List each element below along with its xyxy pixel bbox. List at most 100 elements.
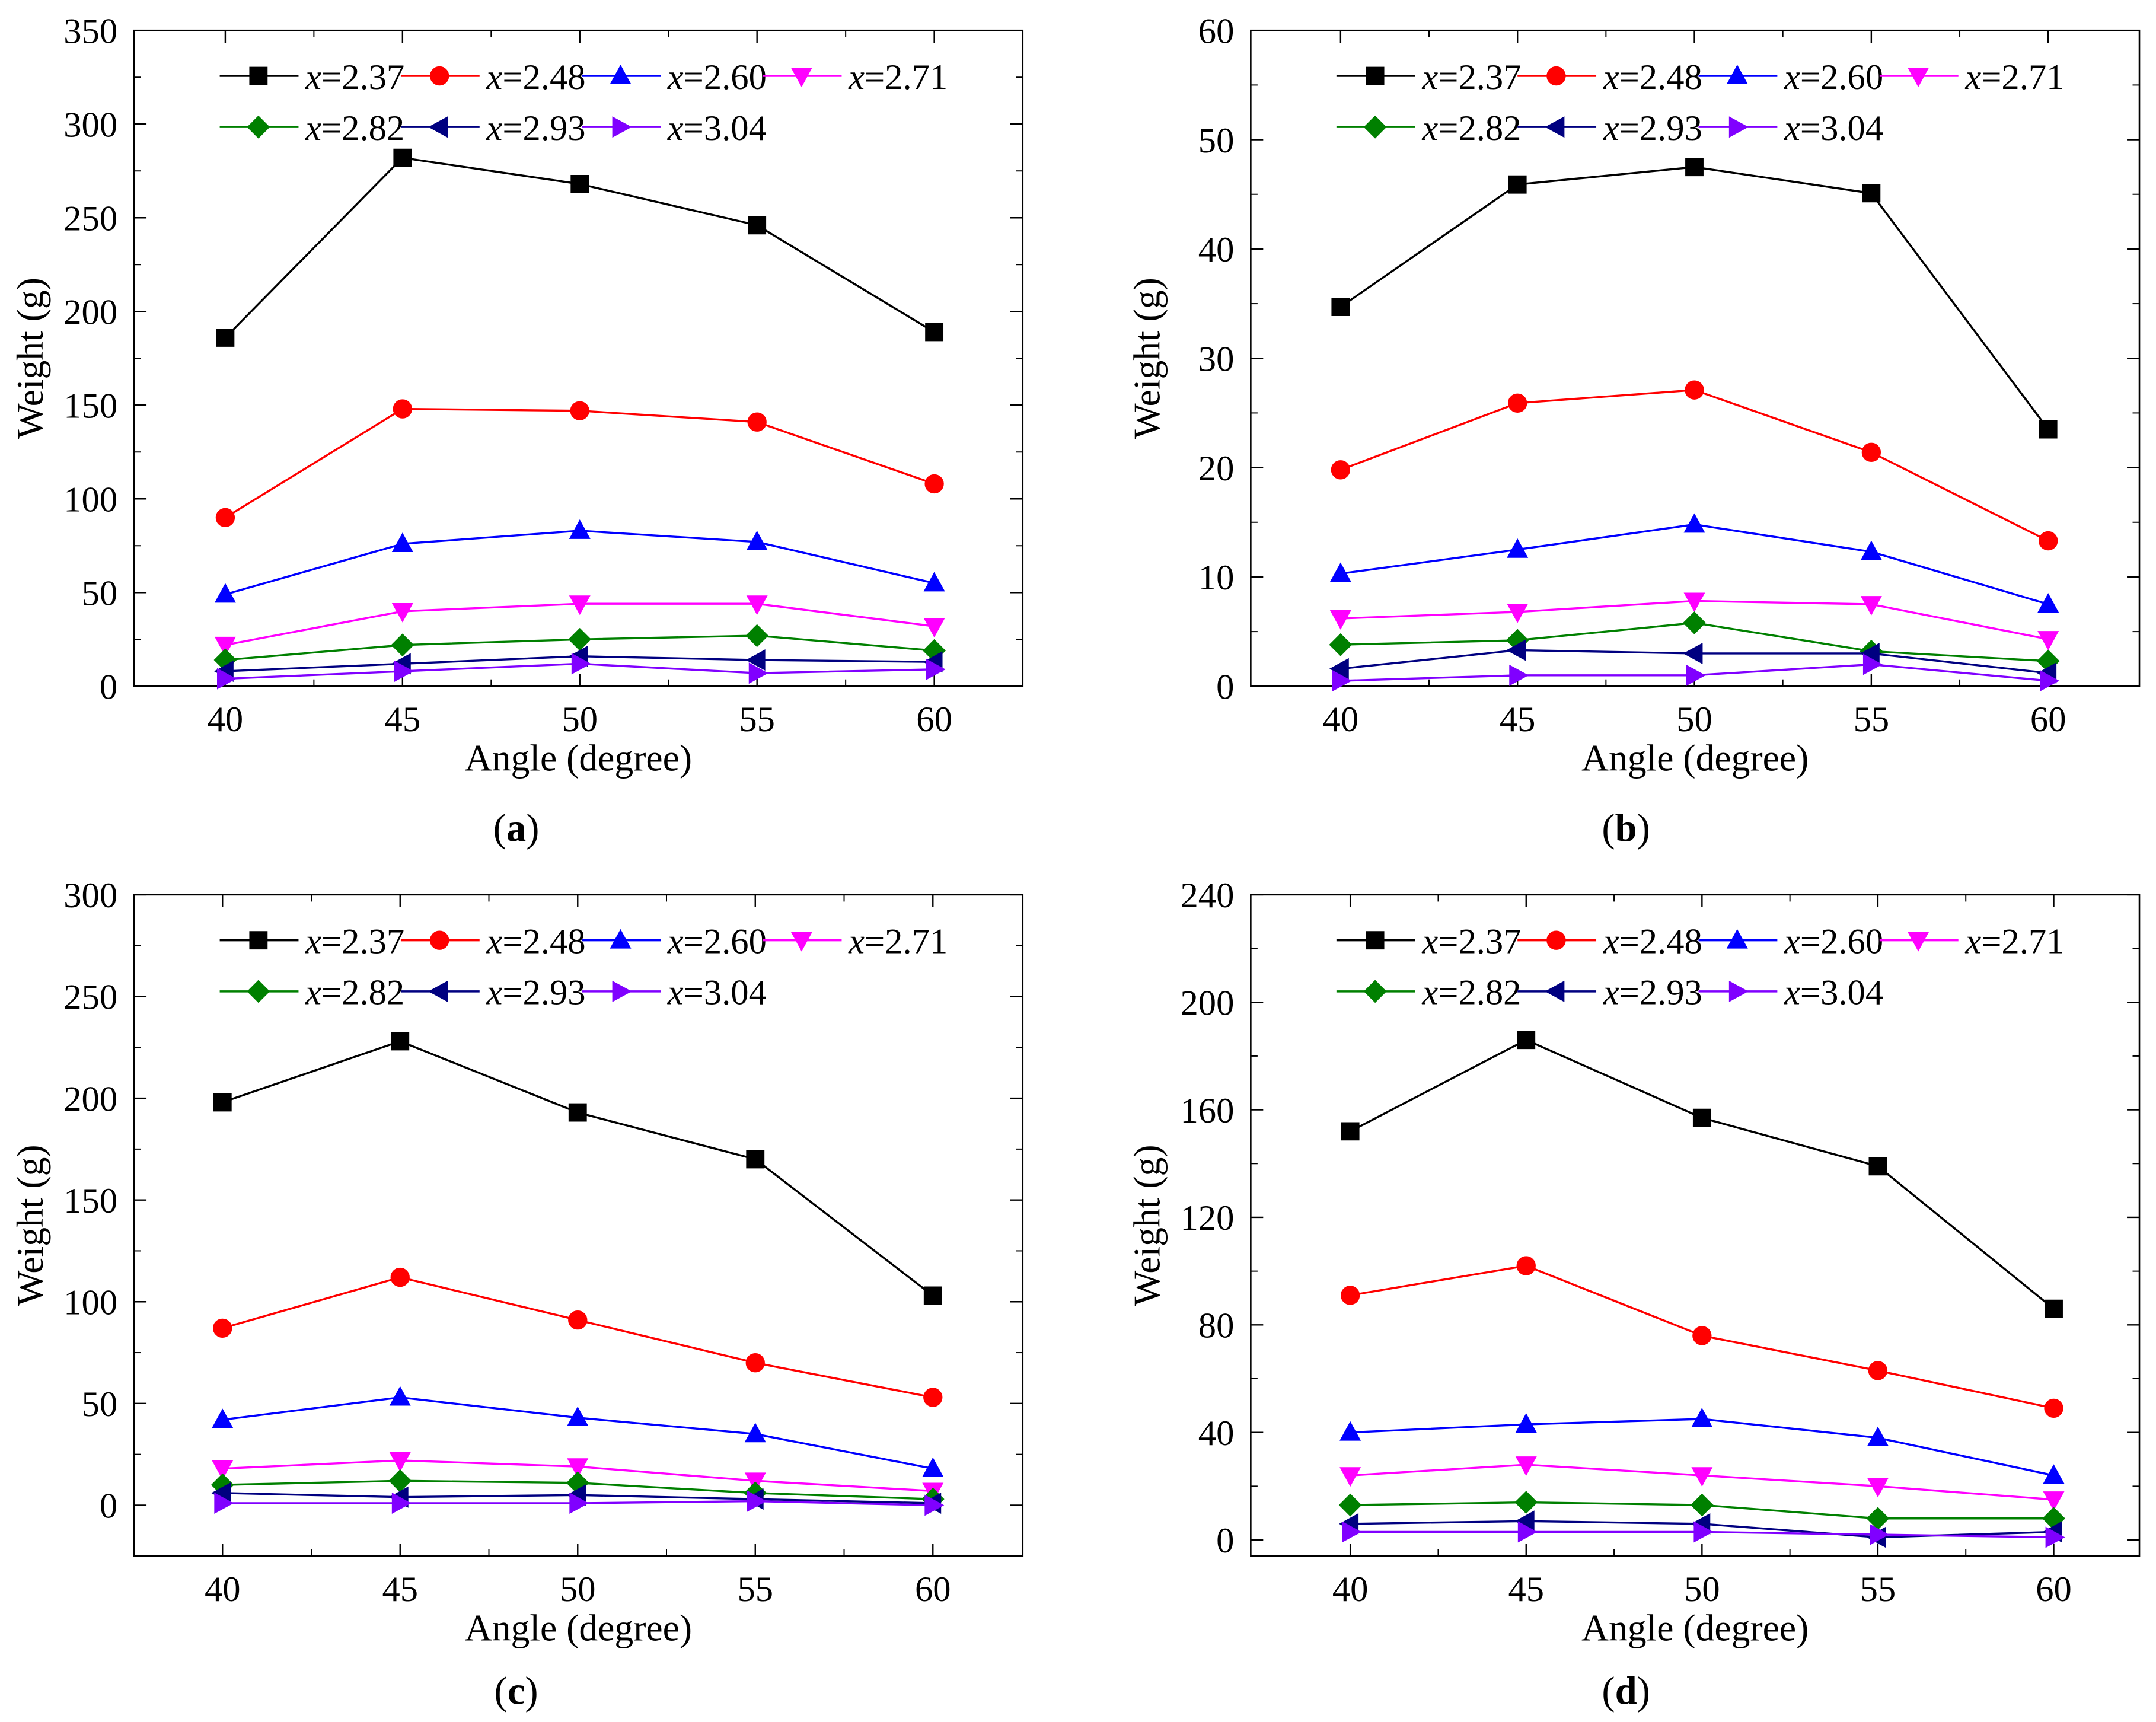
chart-panel-d: 0 40 80 120 160 200 240 40 45 50 55 60 Angle (degree… — [1126, 876, 2141, 1713]
data-point — [568, 1103, 587, 1122]
legend-marker — [1363, 980, 1387, 1003]
data-point — [567, 1458, 589, 1478]
y-tick-label: 50 — [82, 573, 118, 613]
data-point — [1685, 158, 1704, 177]
data-point — [746, 531, 768, 550]
data-point — [1867, 1478, 1889, 1498]
data-point — [2045, 1299, 2063, 1318]
data-point — [569, 595, 591, 616]
data-point — [1508, 175, 1527, 194]
data-point — [1338, 1493, 1362, 1517]
data-point — [923, 1286, 942, 1305]
data-point — [1342, 1521, 1362, 1543]
data-point — [748, 662, 768, 684]
data-point — [1868, 1361, 1888, 1380]
legend-label: x=3.04 — [667, 109, 767, 148]
series-x=2.60 — [1329, 513, 2059, 613]
series-x=3.04 — [216, 653, 946, 690]
series-x=2.48 — [215, 399, 944, 528]
legend-label: x=2.82 — [305, 109, 404, 148]
data-point — [1340, 1286, 1360, 1305]
data-point — [926, 658, 946, 680]
y-tick-label: 80 — [1198, 1306, 1235, 1346]
legend-item: x=2.60 — [1698, 58, 1883, 97]
y-tick-label: 200 — [63, 1079, 117, 1119]
legend-item: x=2.37 — [219, 922, 404, 962]
legend-marker — [610, 929, 632, 949]
legend-item: x=3.04 — [582, 109, 767, 148]
legend-item: x=2.93 — [400, 109, 586, 148]
data-point — [393, 148, 412, 167]
data-point — [748, 216, 767, 235]
chart-panel-a: 0 50 100 150 200 250 300 350 40 45 50 55 60 Angle (de… — [9, 11, 1024, 850]
legend-marker — [1726, 65, 1748, 84]
legend-item: x=2.48 — [1517, 58, 1702, 97]
y-axis-label: Weight (g) — [9, 278, 51, 439]
data-point — [1683, 611, 1706, 634]
legend-label: x=3.04 — [1784, 973, 1883, 1013]
data-point — [2037, 631, 2059, 650]
data-point — [1508, 393, 1527, 413]
panel-label: (d) — [1602, 1670, 1650, 1713]
data-point — [1329, 658, 1349, 680]
data-point — [1507, 603, 1529, 623]
data-point — [1329, 633, 1353, 656]
data-point — [925, 323, 944, 342]
legend-label: x=2.71 — [848, 922, 948, 962]
data-point — [1686, 664, 1706, 686]
data-point — [391, 602, 413, 623]
series-x=2.71 — [1329, 592, 2059, 650]
data-point — [570, 401, 589, 420]
legend-marker — [249, 931, 268, 950]
legend-label: x=2.60 — [667, 922, 767, 962]
x-tick-label: 55 — [739, 700, 775, 739]
data-point — [1683, 592, 1705, 613]
series-line — [1340, 523, 2049, 605]
data-point — [1329, 610, 1351, 630]
y-tick-label: 240 — [1180, 876, 1234, 916]
data-point — [214, 583, 236, 603]
legend-marker — [1728, 980, 1749, 1002]
data-point — [215, 508, 235, 528]
series-x=2.60 — [1339, 1408, 2065, 1484]
legend-label: x=2.37 — [305, 58, 404, 97]
data-point — [1331, 460, 1351, 480]
data-point — [924, 1494, 945, 1516]
x-tick-label: 45 — [1508, 1570, 1544, 1609]
y-tick-label: 200 — [63, 292, 117, 332]
y-tick-label: 100 — [63, 480, 117, 519]
legend-label: x=2.37 — [1421, 922, 1521, 962]
legend-label: x=2.60 — [1784, 922, 1883, 962]
legend-item: x=2.60 — [1698, 922, 1883, 962]
x-tick-label: 60 — [916, 700, 952, 739]
series-x=2.48 — [213, 1267, 943, 1407]
data-point — [394, 660, 414, 682]
data-point — [1692, 1108, 1711, 1127]
data-point — [746, 1150, 765, 1169]
panel-label: (a) — [493, 806, 540, 850]
series-line — [222, 1276, 933, 1399]
data-point — [1868, 1157, 1887, 1176]
x-tick-label: 50 — [1676, 700, 1712, 739]
x-axis-label: Angle (degree) — [465, 737, 692, 779]
data-point — [1516, 1256, 1536, 1275]
legend-item: x=2.60 — [582, 58, 767, 97]
legend-item: x=2.48 — [400, 922, 586, 962]
legend-label: x=3.04 — [667, 973, 767, 1013]
data-point — [1339, 1467, 1361, 1487]
data-point — [1515, 1456, 1537, 1477]
legend-label: x=2.71 — [1964, 922, 2064, 962]
legend-label: x=2.93 — [486, 973, 585, 1013]
legend-label: x=2.71 — [848, 58, 948, 97]
data-point — [213, 1093, 232, 1112]
legend-label: x=2.48 — [1603, 58, 1702, 97]
data-point — [1339, 1421, 1361, 1441]
y-axis-label: Weight (g) — [9, 1144, 51, 1306]
series-x=2.93 — [1329, 639, 2057, 684]
legend-marker — [1545, 116, 1565, 138]
legend-item: x=3.04 — [1698, 973, 1883, 1013]
y-tick-label: 250 — [63, 978, 117, 1018]
legend-marker — [612, 980, 632, 1002]
